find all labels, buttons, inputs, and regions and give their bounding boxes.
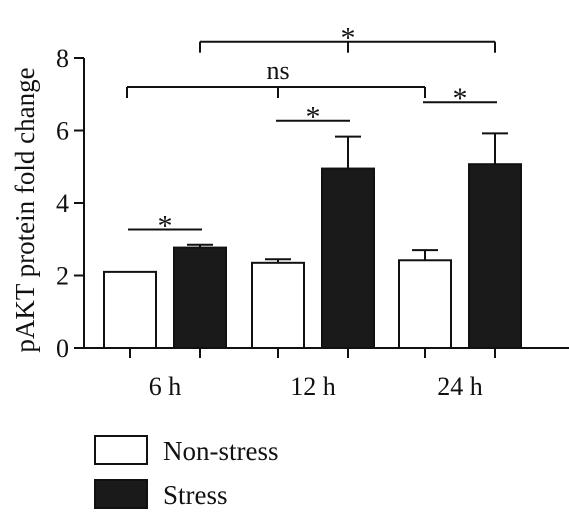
annotation-label-1: * (306, 101, 321, 134)
y-tick-label-0: 0 (56, 334, 69, 363)
legend-label-stress: Stress (163, 480, 228, 510)
x-tick-label-0: 6 h (149, 372, 182, 401)
legend-label-non-stress: Non-stress (163, 436, 279, 466)
bar-6h-non-stress (103, 270, 157, 349)
bar-24h-non-stress (398, 259, 452, 349)
x-tick-label-1: 12 h (290, 372, 336, 401)
bar-24h-stress (468, 163, 522, 349)
legend: Non-stress Stress (94, 435, 279, 510)
bar-12h-stress (321, 167, 375, 349)
annotation-label-2: * (453, 82, 468, 115)
legend-swatch-stress (94, 479, 148, 509)
annotation-label-0: * (158, 209, 173, 242)
y-tick-label-3: 6 (56, 117, 69, 146)
y-tick-label-2: 4 (56, 189, 69, 218)
x-tick-label-2: 24 h (437, 372, 483, 401)
y-tick-label-4: 8 (56, 44, 69, 73)
bars (103, 132, 522, 349)
annotation-label-4: * (341, 22, 356, 55)
significance-annotations: * * * ns * (126, 22, 497, 242)
annotation-label-3: ns (266, 56, 289, 85)
y-axis-label: pAKT protein fold change (10, 67, 40, 352)
legend-swatch-non-stress (94, 435, 148, 465)
y-tick-label-1: 2 (56, 262, 69, 291)
bar-12h-non-stress (251, 261, 305, 349)
axes: 0 2 4 6 8 6 h 12 h 24 h (56, 44, 569, 401)
bar-6h-stress (173, 246, 227, 349)
